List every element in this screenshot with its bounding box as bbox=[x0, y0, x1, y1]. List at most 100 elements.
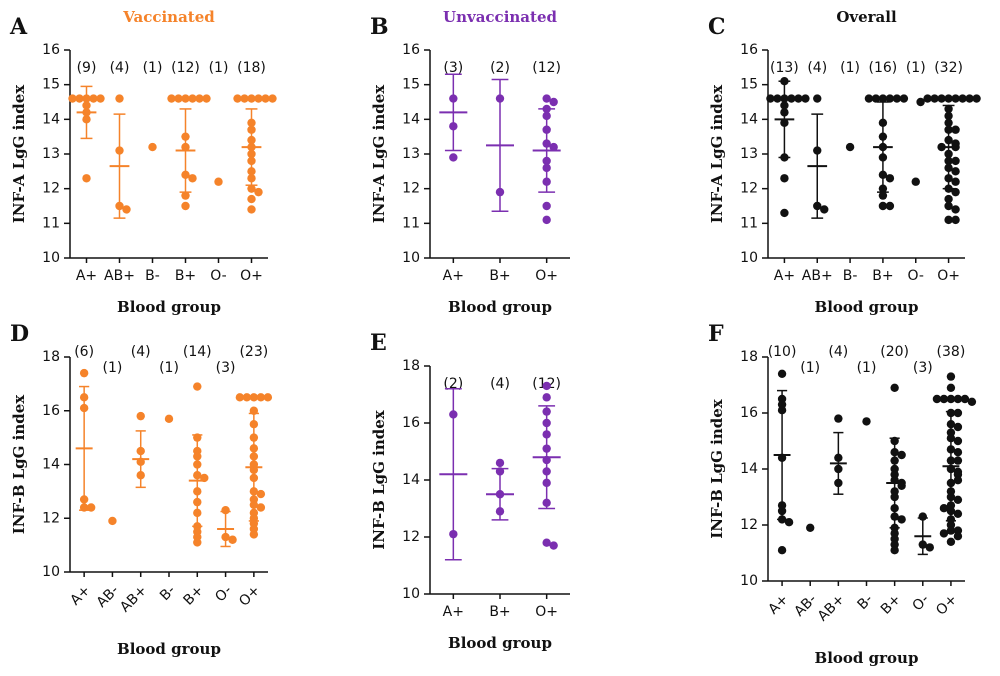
data-point bbox=[944, 194, 953, 204]
data-point bbox=[953, 509, 963, 518]
data-point bbox=[195, 94, 204, 103]
y-tick-label: 18 bbox=[740, 349, 758, 365]
group-size: (20) bbox=[880, 344, 909, 360]
x-tick-label: B- bbox=[843, 268, 858, 284]
panel-letter: A bbox=[9, 14, 28, 40]
group-size: (1) bbox=[800, 360, 820, 376]
data-point bbox=[542, 381, 551, 391]
group-size: (32) bbox=[934, 60, 963, 76]
panel-letter: F bbox=[708, 321, 724, 347]
data-point bbox=[965, 94, 974, 103]
x-tick-label: AB+ bbox=[117, 582, 150, 615]
data-point bbox=[115, 94, 124, 103]
group-size: (4) bbox=[131, 344, 151, 360]
group-size: (18) bbox=[237, 60, 266, 76]
data-point bbox=[256, 393, 266, 402]
panel-title: Overall bbox=[836, 8, 897, 26]
data-point bbox=[946, 394, 956, 404]
data-point bbox=[951, 205, 960, 214]
x-tick-label: AB+ bbox=[815, 591, 848, 624]
x-tick-label: O+ bbox=[535, 604, 558, 620]
data-point bbox=[930, 94, 939, 103]
data-point bbox=[845, 142, 855, 152]
data-point bbox=[972, 94, 981, 103]
group-size: (14) bbox=[183, 344, 212, 360]
group-size: (3) bbox=[443, 60, 463, 76]
data-point bbox=[864, 94, 874, 103]
data-point bbox=[233, 94, 242, 103]
y-axis-label: INF-A LgG index bbox=[10, 84, 28, 223]
data-point bbox=[944, 215, 953, 225]
data-point bbox=[944, 94, 953, 103]
group-size: (12) bbox=[171, 60, 200, 76]
data-point bbox=[108, 516, 117, 526]
y-tick-label: 16 bbox=[402, 415, 420, 431]
data-point bbox=[897, 450, 906, 460]
x-axis-label: Blood group bbox=[815, 298, 919, 316]
data-point bbox=[549, 97, 558, 107]
data-point bbox=[806, 523, 815, 532]
y-tick-label: 10 bbox=[42, 564, 60, 580]
y-tick-label: 15 bbox=[740, 77, 758, 93]
x-tick-label: O+ bbox=[240, 268, 263, 284]
group-size: (3) bbox=[216, 360, 236, 376]
x-tick-label: O- bbox=[210, 268, 226, 284]
y-tick-label: 10 bbox=[42, 250, 60, 266]
y-tick-label: 11 bbox=[740, 215, 758, 231]
y-tick-label: 16 bbox=[740, 42, 758, 58]
data-point bbox=[68, 94, 77, 103]
data-point bbox=[834, 414, 843, 423]
y-tick-label: 12 bbox=[740, 181, 758, 197]
y-tick-label: 10 bbox=[402, 586, 420, 602]
data-point bbox=[958, 94, 967, 103]
x-axis-label: Blood group bbox=[448, 634, 552, 652]
data-point bbox=[766, 94, 775, 103]
panel-letter: D bbox=[10, 321, 29, 347]
group-size: (1) bbox=[103, 360, 123, 376]
data-point bbox=[878, 94, 888, 103]
data-point bbox=[946, 383, 956, 392]
data-point bbox=[261, 94, 270, 103]
x-tick-label: O- bbox=[909, 591, 932, 614]
group-size: (13) bbox=[770, 60, 799, 76]
group-size: (2) bbox=[443, 376, 463, 392]
data-point bbox=[871, 94, 881, 103]
data-point bbox=[780, 208, 789, 218]
panel-letter: B bbox=[370, 14, 389, 40]
y-axis-label: INF-B LgG index bbox=[708, 398, 726, 539]
data-point bbox=[181, 201, 190, 211]
data-point bbox=[549, 142, 558, 152]
x-tick-label: A+ bbox=[67, 582, 93, 608]
x-tick-label: B+ bbox=[175, 268, 196, 284]
data-point bbox=[254, 187, 263, 197]
data-point bbox=[946, 372, 956, 381]
data-point bbox=[953, 448, 963, 457]
data-point bbox=[228, 535, 237, 544]
data-point bbox=[263, 393, 273, 402]
data-point bbox=[214, 177, 223, 186]
panel-letter: C bbox=[708, 14, 726, 40]
x-tick-label: A+ bbox=[765, 591, 791, 617]
data-point bbox=[916, 97, 925, 107]
x-tick-label: B+ bbox=[878, 591, 904, 617]
x-tick-label: B- bbox=[854, 591, 876, 613]
x-tick-label: A+ bbox=[443, 268, 464, 284]
x-tick-label: B- bbox=[145, 268, 160, 284]
data-point bbox=[256, 489, 266, 499]
x-tick-label: AB- bbox=[94, 582, 122, 610]
data-point bbox=[890, 546, 899, 555]
data-point bbox=[953, 495, 963, 504]
data-point bbox=[549, 541, 558, 550]
data-point bbox=[188, 174, 197, 183]
group-size: (6) bbox=[74, 344, 94, 360]
x-tick-label: AB+ bbox=[802, 268, 833, 284]
y-tick-label: 16 bbox=[402, 42, 420, 58]
data-point bbox=[878, 201, 888, 211]
data-point bbox=[953, 408, 963, 418]
data-point bbox=[787, 94, 796, 103]
data-point bbox=[202, 94, 211, 103]
data-point bbox=[923, 94, 932, 103]
data-point bbox=[221, 505, 230, 515]
data-point bbox=[960, 394, 970, 404]
data-point bbox=[911, 177, 920, 186]
